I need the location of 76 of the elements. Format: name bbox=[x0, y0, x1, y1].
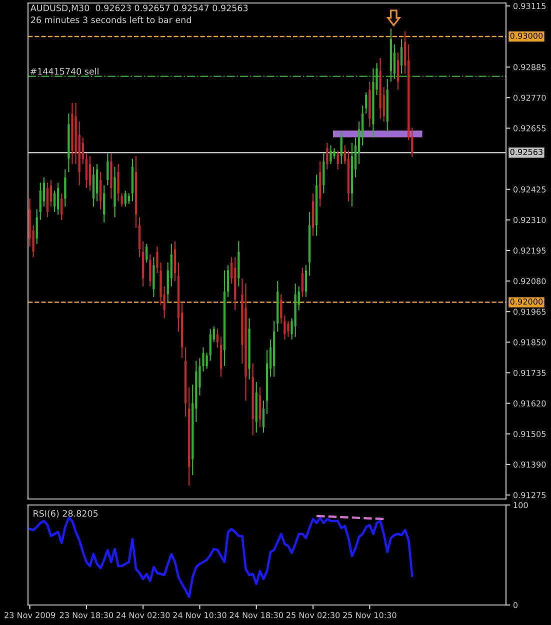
candlestick bbox=[304, 264, 308, 298]
candlestick bbox=[174, 240, 176, 282]
ref-line-label: 0.92000 bbox=[510, 298, 543, 305]
y-tick-label: 0.91965 bbox=[513, 308, 546, 315]
candlestick bbox=[96, 164, 98, 202]
x-tick-label: 24 Nov 18:30 bbox=[230, 612, 283, 618]
candlestick bbox=[226, 264, 230, 298]
candlestick bbox=[400, 38, 403, 74]
y-tick-label: 0.93115 bbox=[513, 3, 546, 10]
y-tick-label: 0.91735 bbox=[513, 370, 546, 376]
y-tick-label: 0.92310 bbox=[513, 216, 546, 224]
candlestick bbox=[336, 150, 339, 170]
candlestick bbox=[100, 172, 102, 210]
candlestick bbox=[333, 148, 336, 160]
y-tick-label: 0.92885 bbox=[513, 64, 546, 70]
y-tick-label: 0.92655 bbox=[513, 125, 546, 132]
candlestick bbox=[262, 400, 265, 434]
candlestick bbox=[39, 182, 42, 220]
x-tick-label: 24 Nov 10:30 bbox=[173, 612, 226, 618]
y-tick-label: 0.91620 bbox=[513, 400, 546, 406]
y-tick-label: 0.92770 bbox=[513, 94, 546, 101]
candlestick bbox=[120, 192, 123, 208]
candlestick bbox=[365, 92, 368, 114]
candlestick bbox=[88, 156, 92, 192]
candlestick bbox=[36, 208, 38, 244]
candlestick bbox=[301, 267, 304, 298]
ref-line-label: 0.92563 bbox=[510, 148, 542, 155]
candlestick bbox=[209, 328, 212, 362]
text: RSI(6) 28.8205 bbox=[34, 510, 98, 518]
candlestick bbox=[92, 166, 95, 208]
x-tick-label: 25 Nov 10:30 bbox=[343, 612, 396, 618]
candlestick bbox=[258, 386, 261, 428]
y-tick-label: 0.91505 bbox=[513, 430, 546, 438]
candlestick bbox=[46, 182, 49, 218]
ref-line-label: 0.93000 bbox=[510, 32, 543, 39]
line-series bbox=[28, 516, 414, 598]
candlestick bbox=[287, 320, 290, 338]
candlestick bbox=[326, 142, 328, 170]
candlestick bbox=[103, 184, 106, 224]
y-tick-label: 100 bbox=[514, 502, 528, 508]
y-tick-label: 0.91275 bbox=[513, 492, 546, 498]
candlestick bbox=[117, 164, 120, 202]
x-tick-label: 23 Nov 18:30 bbox=[60, 612, 114, 618]
y-tick-label: 0.92195 bbox=[513, 248, 546, 254]
candlestick bbox=[85, 152, 88, 189]
candlestick bbox=[64, 168, 66, 208]
candlestick bbox=[216, 328, 218, 348]
candlestick bbox=[396, 52, 400, 90]
candlestick bbox=[124, 190, 126, 208]
candlestick bbox=[138, 216, 141, 258]
y-tick-label: 0 bbox=[513, 602, 518, 608]
candlestick bbox=[146, 243, 148, 263]
x-tick-label: 24 Nov 02:30 bbox=[116, 612, 170, 618]
candlestick bbox=[53, 190, 56, 212]
annotation: 26 minutes 3 seconds left to bar end bbox=[31, 16, 191, 24]
candlestick bbox=[60, 192, 63, 220]
candlestick bbox=[330, 144, 332, 165]
candlestick bbox=[57, 182, 60, 216]
y-tick-label: 0.92425 bbox=[513, 186, 546, 193]
x-tick-label: 25 Nov 02:30 bbox=[286, 612, 340, 618]
candlestick bbox=[284, 315, 286, 340]
annotation: AUDUSD,M30 0.92623 0.92657 0.92547 0.92563 bbox=[30, 4, 248, 12]
annotation: #14415740 sell bbox=[30, 68, 98, 75]
candlestick bbox=[128, 192, 130, 205]
candlestick bbox=[206, 352, 208, 370]
candlestick bbox=[322, 152, 325, 194]
candlestick bbox=[220, 336, 222, 378]
candlestick bbox=[340, 132, 342, 165]
candlestick bbox=[152, 256, 155, 298]
candlestick bbox=[106, 152, 109, 186]
x-tick-label: 23 Nov 2009 bbox=[4, 612, 55, 618]
candlestick bbox=[149, 254, 152, 287]
y-tick-label: 0.91850 bbox=[513, 339, 546, 346]
y-tick-label: 0.91390 bbox=[513, 462, 546, 468]
y-tick-label: 0.92080 bbox=[513, 278, 546, 284]
candlestick bbox=[280, 294, 282, 324]
